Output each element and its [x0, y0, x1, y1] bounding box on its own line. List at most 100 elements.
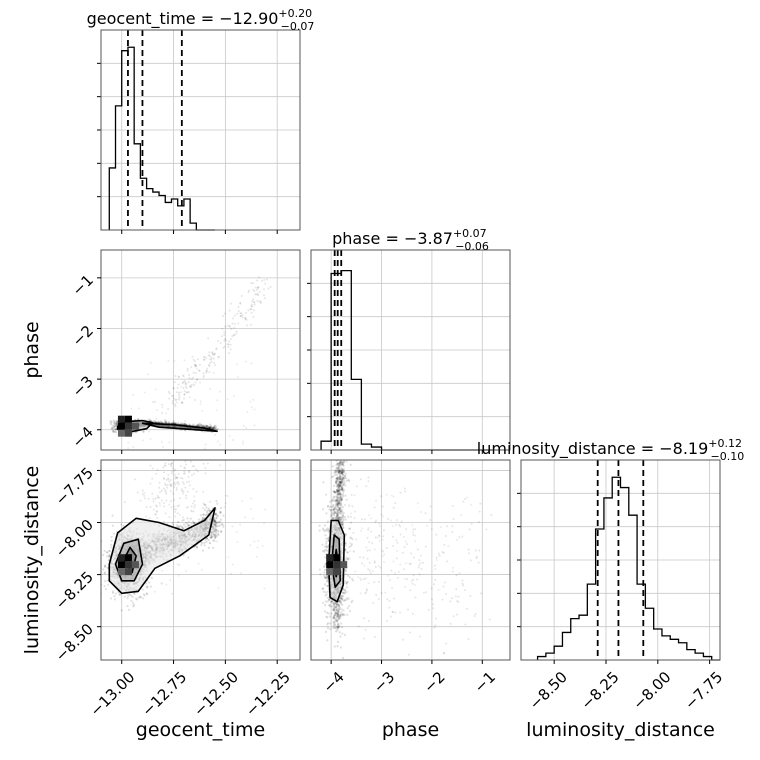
sample-point	[176, 480, 179, 483]
sample-point	[264, 282, 267, 285]
sample-point	[186, 517, 189, 520]
sample-point	[240, 312, 243, 315]
sample-point	[160, 441, 163, 444]
sample-point	[202, 502, 205, 505]
sample-point	[195, 367, 198, 370]
sample-point	[323, 565, 326, 569]
panel-title-phase: phase = −3.87+0.07 −0.06	[332, 227, 489, 253]
sample-point	[197, 423, 200, 426]
sample-point	[104, 564, 107, 567]
sample-point	[214, 523, 217, 526]
sample-point	[328, 604, 331, 607]
sample-point	[152, 497, 155, 500]
sample-point	[340, 597, 343, 601]
sample-point	[216, 514, 220, 517]
sample-point	[239, 312, 242, 315]
sample-point	[325, 615, 328, 618]
sample-point	[192, 502, 195, 505]
sample-point	[203, 544, 206, 547]
sample-point	[201, 425, 204, 428]
sample-point	[177, 521, 180, 524]
sample-point	[224, 494, 227, 497]
sample-point	[149, 419, 152, 422]
sample-point	[120, 523, 123, 526]
density-cell	[131, 561, 139, 569]
sample-point	[185, 506, 188, 509]
sample-point	[249, 544, 252, 547]
sample-point	[106, 551, 109, 554]
sample-point	[173, 359, 176, 362]
sample-point	[194, 365, 197, 368]
sample-point	[339, 606, 342, 609]
sample-point	[323, 545, 327, 548]
sample-point	[120, 609, 123, 612]
sample-point	[197, 562, 200, 565]
sample-point	[172, 387, 175, 390]
sample-point	[332, 603, 336, 606]
sample-point	[326, 580, 329, 583]
sample-point	[208, 351, 211, 354]
sample-point	[219, 464, 222, 467]
sample-point	[241, 314, 244, 317]
sample-point	[113, 598, 117, 601]
sample-point	[171, 461, 174, 464]
sample-point	[190, 474, 193, 477]
sample-point	[324, 630, 328, 633]
sample-point	[213, 353, 216, 356]
sample-point	[327, 504, 330, 507]
sample-point	[103, 585, 106, 588]
sample-point	[172, 482, 175, 485]
sample-point	[203, 358, 206, 361]
sample-point	[211, 525, 214, 528]
sample-point	[249, 400, 252, 403]
sample-point	[165, 492, 168, 495]
sample-point	[266, 278, 269, 281]
sample-point	[337, 610, 340, 613]
sample-point	[134, 597, 138, 600]
sample-point	[181, 516, 184, 519]
sample-point	[177, 383, 180, 386]
sample-point	[114, 424, 117, 428]
sample-point	[126, 605, 129, 608]
sample-point	[171, 422, 174, 425]
sample-point	[208, 358, 211, 361]
pair-panel-geocent_time-luminosity_distance	[100, 456, 301, 661]
sample-point	[324, 562, 327, 566]
sample-point	[172, 395, 175, 398]
sample-point	[177, 526, 180, 529]
sample-point	[208, 426, 211, 429]
sample-point	[175, 487, 178, 490]
sample-point	[215, 524, 218, 527]
sample-point	[340, 611, 343, 614]
sample-point	[162, 466, 165, 469]
sample-point	[252, 288, 255, 291]
sample-point	[133, 478, 136, 481]
sample-point	[242, 424, 245, 427]
sample-point	[176, 477, 179, 480]
sample-point	[177, 375, 180, 378]
sample-point	[342, 526, 345, 530]
sample-point	[196, 456, 198, 458]
sample-point	[184, 467, 187, 470]
sample-point	[219, 341, 222, 344]
sample-point	[214, 425, 217, 428]
sample-point	[154, 421, 157, 424]
sample-point	[188, 423, 191, 426]
sample-point	[215, 517, 218, 520]
sample-point	[104, 587, 108, 591]
sample-point	[331, 516, 334, 520]
sample-point	[206, 537, 209, 541]
sample-point	[185, 463, 188, 466]
sample-point	[336, 502, 339, 505]
histogram-geocent_time	[108, 46, 216, 231]
sample-point	[332, 602, 335, 605]
sample-point	[192, 522, 195, 525]
sample-point	[253, 540, 256, 543]
sample-point	[155, 505, 158, 508]
sample-point	[175, 401, 178, 404]
sample-point	[162, 502, 165, 505]
sample-point	[188, 484, 191, 487]
sample-point	[249, 323, 252, 326]
sample-point	[343, 599, 346, 602]
sample-point	[158, 491, 161, 494]
